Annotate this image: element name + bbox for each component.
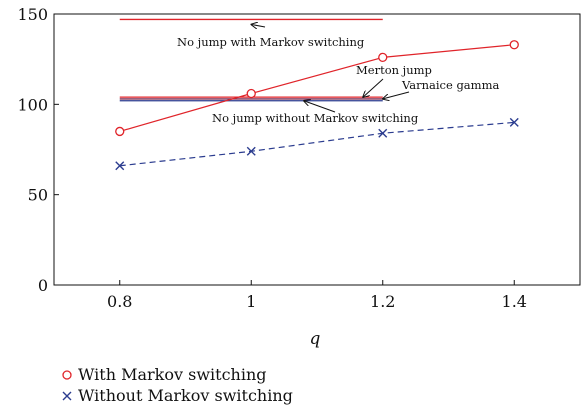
x-tick-label: 1.4 <box>502 292 527 311</box>
data-point-circle <box>509 40 519 50</box>
y-tick-label: 50 <box>28 186 48 205</box>
x-tick-label: 0.8 <box>107 292 132 311</box>
x-tick-label: 1 <box>246 292 256 311</box>
legend: With Markov switching Without Markov swi… <box>56 364 293 406</box>
annotation-arrow <box>363 78 384 97</box>
x-marker-icon <box>56 390 78 402</box>
series-line <box>119 44 515 133</box>
series-line <box>119 121 515 167</box>
legend-label-without-markov: Without Markov switching <box>78 386 293 405</box>
annotation-label: Varnaice gamma <box>401 78 499 92</box>
circle-marker-icon <box>56 369 78 381</box>
annotation-arrow <box>383 91 410 99</box>
y-tick-label: 100 <box>17 95 48 114</box>
data-point-circle <box>378 52 388 63</box>
legend-item-without-markov: Without Markov switching <box>56 385 293 406</box>
annotation-label: No jump with Markov switching <box>177 35 365 49</box>
data-point-x <box>509 117 519 127</box>
y-tick-label: 150 <box>17 5 48 24</box>
legend-item-with-markov: With Markov switching <box>56 364 293 385</box>
x-axis-label: q <box>310 329 321 349</box>
data-point-circle <box>246 88 256 99</box>
x-tick-label: 1.2 <box>370 292 395 311</box>
annotation-label: No jump without Markov switching <box>212 111 419 125</box>
legend-label-with-markov: With Markov switching <box>78 365 267 384</box>
annotation-arrow <box>251 24 266 27</box>
plot-frame <box>53 13 581 286</box>
data-point-x <box>115 161 125 171</box>
y-tick-label: 0 <box>38 276 48 295</box>
data-point-x <box>246 146 256 156</box>
data-point-x <box>378 128 388 138</box>
annotation-label: Merton jump <box>356 63 432 77</box>
annotation-arrow <box>304 101 336 113</box>
data-point-circle <box>115 126 125 137</box>
